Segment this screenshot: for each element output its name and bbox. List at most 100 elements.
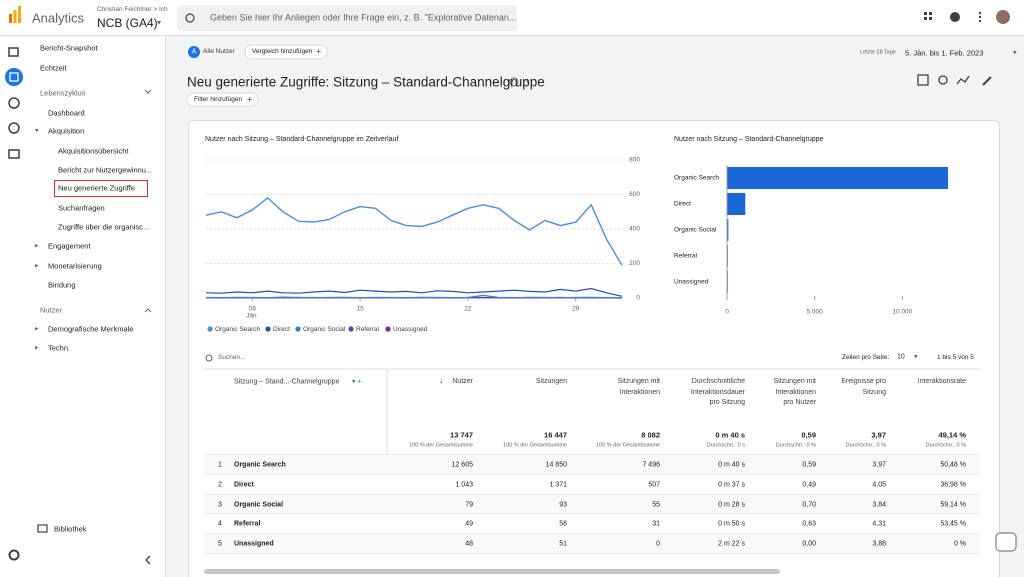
column-header[interactable]: Sitzungen mit Interaktionen: [617, 378, 660, 396]
nav-item[interactable]: Bericht zur Nutzergewinnu...: [58, 165, 153, 175]
table-row[interactable]: [204, 514, 980, 535]
rows-per-page[interactable]: 10: [897, 353, 905, 361]
column-header[interactable]: Interaktionsrate: [917, 378, 966, 385]
row-label: Organic Search: [234, 461, 286, 469]
apps-icon: [929, 17, 932, 20]
nav-item[interactable]: Akquisitionsübersicht: [58, 146, 129, 156]
customize-icon[interactable]: [917, 74, 929, 86]
nav-item[interactable]: Demografische Merkmale: [48, 324, 134, 334]
share-icon[interactable]: [938, 75, 948, 85]
x-tick-label: 5 000: [807, 309, 824, 316]
table-search[interactable]: Suchen...: [218, 353, 246, 361]
column-header[interactable]: Sitzungen mit Interaktionen pro Nutzer: [773, 378, 816, 406]
filter-chip[interactable]: [186, 92, 259, 107]
column-header[interactable]: Sitzungen: [535, 378, 567, 385]
expand-arrow: ▸: [35, 242, 39, 250]
table-row[interactable]: [204, 494, 980, 515]
nav-item[interactable]: Engagement: [48, 241, 91, 251]
compare-chip[interactable]: [244, 44, 328, 60]
cell: 0 %: [953, 540, 966, 548]
bar: [727, 167, 949, 189]
configure-icon[interactable]: [8, 149, 20, 159]
date-range[interactable]: 5. Jän. bis 1. Feb. 2023: [905, 48, 984, 58]
table-row[interactable]: [204, 534, 980, 555]
compare-button[interactable]: Vergleich hinzufügen: [252, 47, 313, 55]
y-tick-label: Organic Search: [674, 175, 720, 182]
insights-icon[interactable]: [956, 75, 970, 85]
legend-swatch: [265, 326, 271, 332]
nav-item[interactable]: Neu generierte Zugriffe: [58, 183, 135, 193]
filter-button[interactable]: Filter hinzufügen: [194, 95, 243, 103]
advertising-icon[interactable]: [8, 122, 20, 134]
settings-icon[interactable]: [8, 549, 20, 561]
home-icon[interactable]: [8, 47, 19, 57]
column-header[interactable]: Durchschnittliche Interaktionsdauer pro …: [690, 378, 745, 406]
legend-label: Organic Social: [303, 326, 346, 333]
expand-arrow: ▾: [35, 127, 39, 135]
date-caption: Letzte 28 Tage: [860, 49, 896, 56]
nav-item[interactable]: Bindung: [48, 280, 76, 290]
total-value: 8 082: [641, 430, 660, 440]
menu-icon[interactable]: [978, 11, 982, 15]
apps-icon[interactable]: [924, 12, 927, 15]
nav-section-title: Nutzer: [40, 305, 63, 315]
cell: 0,63: [802, 520, 816, 528]
y-tick-label: 600: [629, 191, 640, 198]
header-controls: ▾ +: [352, 378, 362, 386]
table-row[interactable]: [204, 455, 980, 475]
cell: 507: [648, 481, 660, 489]
feedback-button[interactable]: [995, 532, 1017, 552]
nav-item[interactable]: Monetarisierung: [48, 261, 102, 271]
scrollbar[interactable]: [204, 569, 780, 574]
search-box[interactable]: [177, 5, 517, 31]
nav-item[interactable]: Bericht-Snapshot: [40, 43, 98, 53]
x-tick-label: 15: [356, 306, 364, 313]
pagination: 1 bis 5 von 5: [937, 353, 974, 361]
row-label: Referral: [234, 520, 261, 528]
nav-item[interactable]: Techn.: [48, 343, 71, 353]
table-row[interactable]: [204, 474, 980, 495]
column-header[interactable]: Ereignisse pro Sitzung: [841, 378, 886, 396]
cell: 3,97: [872, 461, 886, 469]
cell: 3,84: [872, 501, 886, 509]
cell: 0 m 37 s: [718, 481, 745, 489]
cell: 0 m 40 s: [718, 461, 745, 469]
dropdown-arrow: ▾: [914, 353, 918, 361]
menu-icon: [978, 19, 982, 23]
y-tick-label: Unassigned: [674, 279, 709, 286]
nav-item[interactable]: Dashboard: [48, 108, 85, 118]
nav-item[interactable]: Echtzeit: [40, 63, 67, 73]
nav-item[interactable]: Zugriffe über die organisc...: [58, 222, 150, 232]
nav-item[interactable]: Suchanfragen: [58, 203, 105, 213]
cell: 0,59: [802, 461, 816, 469]
total-value: 13 747: [450, 430, 473, 440]
help-icon[interactable]: [950, 12, 960, 22]
column-header[interactable]: Nutzer: [452, 378, 473, 385]
row-label: Direct: [234, 481, 254, 489]
total-note: Durchschn.: 0 %: [845, 442, 886, 449]
cell: 59,14 %: [940, 501, 966, 509]
avatar[interactable]: [996, 10, 1010, 24]
cell: 0 m 50 s: [718, 520, 745, 528]
dropdown-arrow: ▾: [157, 18, 162, 27]
nav-item[interactable]: Akquisition: [48, 126, 85, 136]
bar: [727, 193, 746, 215]
total-value: 49,14 %: [938, 430, 966, 440]
cell: 0: [656, 540, 660, 548]
cell: 0 m 28 s: [718, 501, 745, 509]
collapse-icon[interactable]: [145, 555, 151, 565]
nav-item[interactable]: Bibliothek: [54, 524, 87, 534]
sidebar: [0, 36, 166, 577]
legend-label: Unassigned: [393, 326, 428, 333]
column-header[interactable]: Sitzung – Stand...-Channelgruppe: [234, 378, 340, 386]
legend-swatch: [348, 326, 354, 332]
edit-icon[interactable]: [982, 76, 992, 86]
cell: 7 496: [642, 461, 660, 469]
row-index: 2: [218, 481, 222, 489]
explore-icon[interactable]: [8, 97, 20, 109]
property-name[interactable]: NCB (GA4): [97, 16, 158, 30]
selected-outline: [54, 180, 148, 197]
cell: 1 371: [549, 481, 567, 489]
chart-title: Nutzer nach Sitzung – Standard-Channelgr…: [205, 136, 398, 143]
